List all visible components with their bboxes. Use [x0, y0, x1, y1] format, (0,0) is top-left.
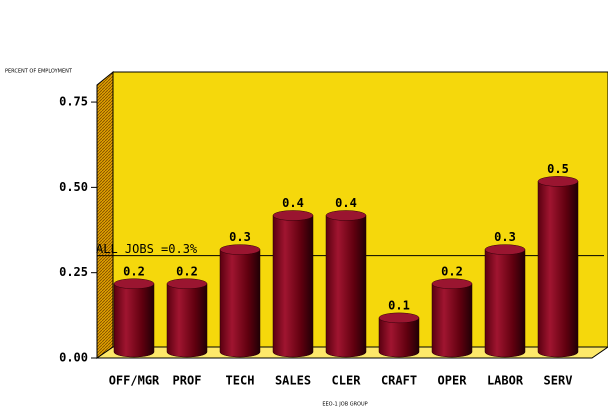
- y-tick-label: 0.25: [59, 265, 88, 279]
- value-label: 0.3: [494, 230, 516, 244]
- bar: [378, 317, 420, 358]
- bar-top: [166, 278, 208, 289]
- x-tick-label: LABOR: [487, 374, 524, 388]
- bar-top: [113, 278, 155, 289]
- x-tick-label: TECH: [226, 374, 255, 388]
- bar: [325, 215, 367, 358]
- value-label: 0.1: [388, 298, 410, 312]
- bar: [537, 181, 579, 358]
- x-tick-label: CLER: [332, 374, 362, 388]
- bar: [166, 283, 208, 358]
- bar-top: [537, 176, 579, 187]
- x-tick-label: PROF: [173, 374, 202, 388]
- bar-top: [272, 210, 314, 221]
- bar: [484, 249, 526, 358]
- bar-top: [431, 278, 473, 289]
- value-label: 0.2: [176, 264, 198, 278]
- value-label: 0.2: [441, 264, 463, 278]
- value-label: 0.2: [123, 264, 145, 278]
- x-tick-label: CRAFT: [381, 374, 417, 388]
- reference-label: ALL JOBS =0.3%: [96, 242, 198, 256]
- side-wall: [96, 70, 114, 359]
- value-label: 0.5: [547, 162, 569, 176]
- bar-top: [325, 210, 367, 221]
- bar: [219, 249, 261, 358]
- bar-top: [219, 244, 261, 255]
- x-axis-title: EEO-1 JOB GROUP: [322, 402, 367, 408]
- bar-top: [378, 312, 420, 324]
- value-label: 0.4: [335, 196, 357, 210]
- value-label: 0.4: [282, 196, 304, 210]
- bar: [431, 283, 473, 358]
- x-tick-label: OPER: [438, 374, 468, 388]
- y-tick-label: 0.00: [59, 351, 88, 365]
- x-tick-label: SALES: [275, 374, 311, 388]
- y-tick-label: 0.50: [59, 180, 88, 194]
- x-tick-label: SERV: [544, 374, 573, 388]
- bar-top: [484, 244, 526, 255]
- y-axis-title: PERCENT OF EMPLOYMENT: [5, 69, 73, 75]
- x-tick-label: OFF/MGR: [109, 374, 160, 388]
- value-label: 0.3: [229, 230, 251, 244]
- bar: [272, 215, 314, 358]
- y-tick-label: 0.75: [59, 95, 88, 109]
- bar: [113, 283, 155, 358]
